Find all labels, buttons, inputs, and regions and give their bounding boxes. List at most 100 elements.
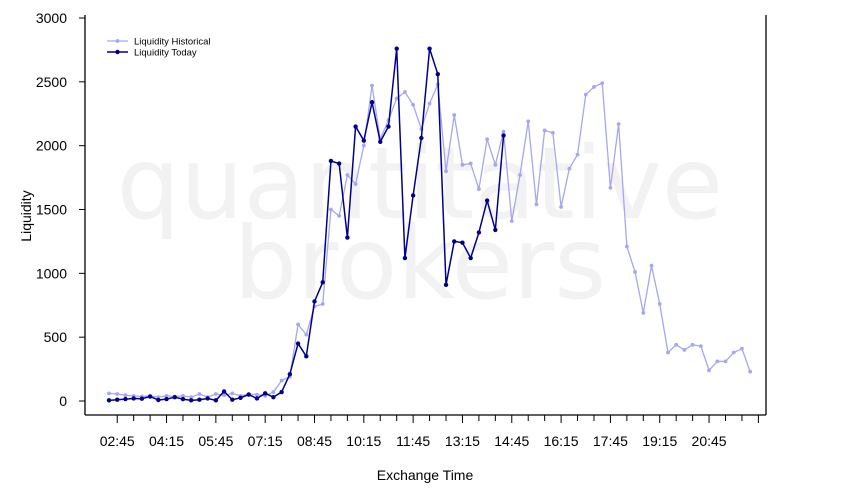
data-point [115, 392, 120, 396]
data-point [139, 396, 145, 401]
data-point [123, 396, 128, 402]
data-point [550, 131, 555, 135]
data-point [477, 187, 481, 191]
data-point [197, 397, 202, 402]
data-point [230, 391, 235, 396]
data-point [115, 397, 120, 402]
data-point [427, 46, 432, 51]
y-tick-label: 1000 [36, 265, 67, 281]
x-tick-label: 08:45 [297, 433, 332, 449]
data-point [731, 350, 736, 355]
y-axis: 0 500 1000 1500 2000 2500 3000 [36, 10, 85, 409]
data-point [147, 394, 153, 399]
x-tick-label: 13:15 [445, 433, 480, 449]
data-point [666, 350, 670, 355]
data-point [287, 371, 293, 377]
data-point [534, 202, 539, 207]
data-point [649, 263, 654, 268]
data-point [690, 342, 695, 347]
data-point [337, 213, 342, 218]
data-point [262, 391, 268, 396]
data-point [394, 96, 399, 101]
x-tick-label: 11:45 [396, 433, 430, 449]
data-point [748, 369, 753, 374]
data-point [583, 92, 588, 97]
watermark: quantitative brokers [117, 125, 724, 322]
data-point [468, 255, 473, 261]
y-tick-label: 2500 [36, 74, 67, 90]
series-today [106, 46, 506, 403]
data-point [254, 396, 260, 401]
x-tick-label: 20:45 [692, 433, 727, 449]
data-point [624, 244, 629, 249]
legend-swatch-point [115, 49, 120, 55]
x-axis: 02:45 04:15 05:45 07:15 08:45 10:15 11:45 13:15… [100, 415, 759, 449]
data-point [279, 378, 284, 383]
data-point [328, 158, 334, 164]
data-point [444, 169, 448, 174]
data-point [411, 102, 416, 107]
data-point [131, 396, 136, 401]
data-point [164, 396, 169, 402]
data-point [567, 166, 572, 171]
data-point [304, 354, 309, 359]
data-point [107, 391, 111, 396]
data-point [740, 346, 744, 351]
x-tick-label: 02:45 [100, 433, 135, 449]
data-point [189, 395, 194, 400]
data-point [123, 393, 128, 398]
data-point [320, 280, 325, 285]
data-point [213, 398, 219, 403]
data-point [246, 392, 251, 397]
data-point [616, 122, 621, 126]
data-point [296, 322, 300, 327]
data-point [526, 119, 531, 124]
data-point [230, 397, 235, 402]
x-tick-label: 07:15 [248, 433, 283, 449]
data-point [485, 137, 490, 142]
data-point [419, 135, 424, 141]
data-point [394, 46, 399, 51]
data-point [304, 332, 309, 337]
data-point [386, 124, 391, 129]
data-point [271, 390, 276, 394]
data-point [279, 389, 284, 395]
data-point [542, 128, 547, 133]
data-point [723, 359, 728, 364]
data-point [493, 162, 498, 167]
data-point [403, 90, 407, 94]
y-tick-label: 500 [44, 329, 68, 345]
legend-label: Liquidity Historical [134, 37, 211, 48]
data-point [353, 182, 358, 186]
data-point [402, 255, 408, 261]
data-point [271, 394, 276, 400]
data-point [460, 162, 465, 167]
data-point [518, 173, 522, 177]
data-point [345, 235, 350, 240]
data-point [674, 342, 679, 347]
legend-label: Liquidity Today [134, 48, 197, 59]
series-layer [106, 46, 753, 403]
data-point [336, 161, 342, 166]
data-point [156, 397, 161, 403]
data-point [329, 207, 333, 212]
data-point [361, 138, 367, 143]
data-point [181, 393, 185, 398]
data-point [559, 205, 563, 209]
y-tick-label: 0 [59, 393, 67, 409]
data-point [509, 219, 514, 223]
data-point [320, 302, 325, 306]
x-tick-label: 16:15 [544, 433, 579, 449]
data-point [370, 83, 374, 88]
y-axis-title: Liquidity [18, 190, 34, 241]
data-point [608, 185, 613, 190]
y-tick-label: 3000 [36, 10, 67, 26]
y-tick-label: 1500 [36, 202, 67, 218]
data-point [189, 398, 194, 403]
data-point [238, 395, 243, 401]
y-tick-label: 2000 [36, 138, 67, 154]
data-point [221, 389, 227, 394]
data-point [707, 368, 711, 373]
